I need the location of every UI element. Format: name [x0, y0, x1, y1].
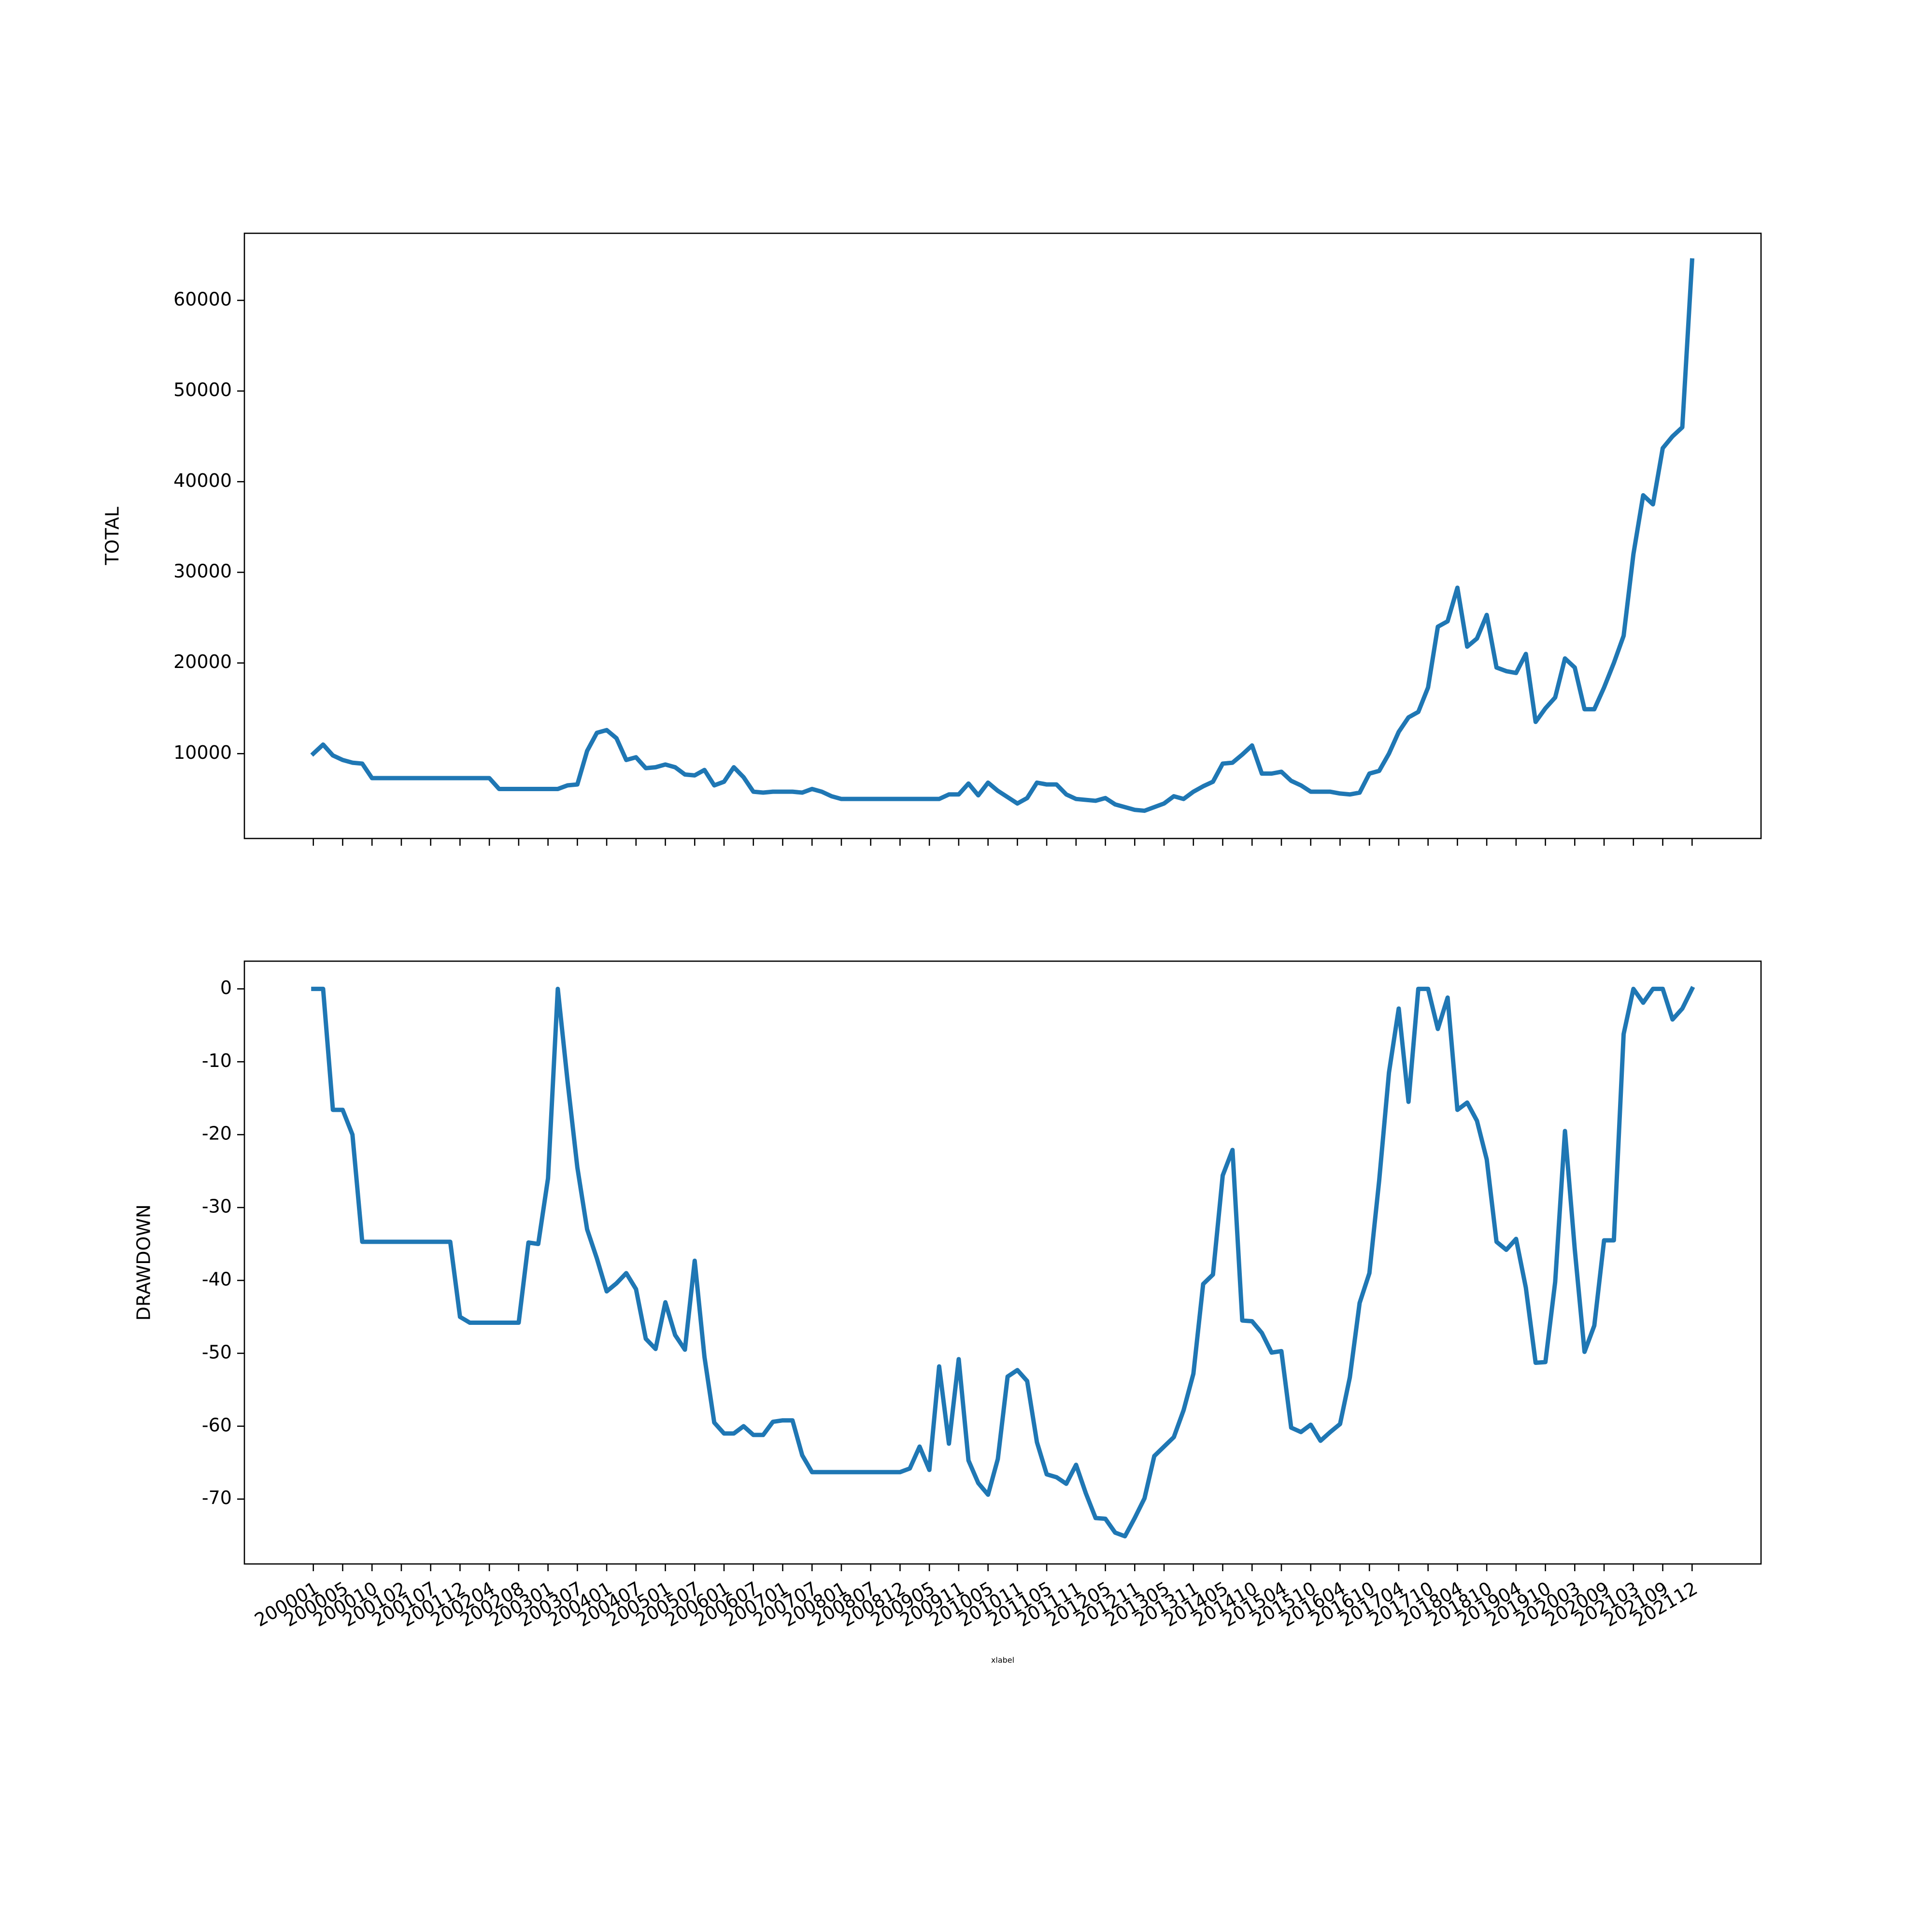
y-tick-label: 60000 — [173, 288, 232, 310]
x-axis-label: xlabel — [991, 1656, 1014, 1665]
y-tick-label: 50000 — [173, 379, 232, 400]
y-tick-label: -10 — [202, 1050, 232, 1071]
plot-area — [311, 986, 1695, 1539]
y-tick-label: -30 — [202, 1196, 232, 1217]
plot-area — [310, 258, 1695, 813]
y-tick-label: 30000 — [173, 560, 232, 582]
y-tick-label: 20000 — [173, 651, 232, 672]
y-axis-label: TOTAL — [102, 507, 123, 566]
y-tick-label: -50 — [202, 1341, 232, 1363]
y-tick-label: -20 — [202, 1123, 232, 1144]
data-line — [311, 986, 1695, 1539]
y-tick-label: 0 — [220, 977, 232, 998]
data-line — [310, 258, 1695, 813]
y-tick-label: -60 — [202, 1414, 232, 1435]
axes-frame — [243, 960, 1762, 1565]
y-tick-label: -70 — [202, 1487, 232, 1508]
y-tick-label: 40000 — [173, 470, 232, 491]
y-axis-label: DRAWDOWN — [133, 1205, 155, 1321]
y-tick-label: -40 — [202, 1268, 232, 1290]
y-tick-label: 10000 — [173, 742, 232, 763]
axes-frame — [243, 232, 1762, 839]
